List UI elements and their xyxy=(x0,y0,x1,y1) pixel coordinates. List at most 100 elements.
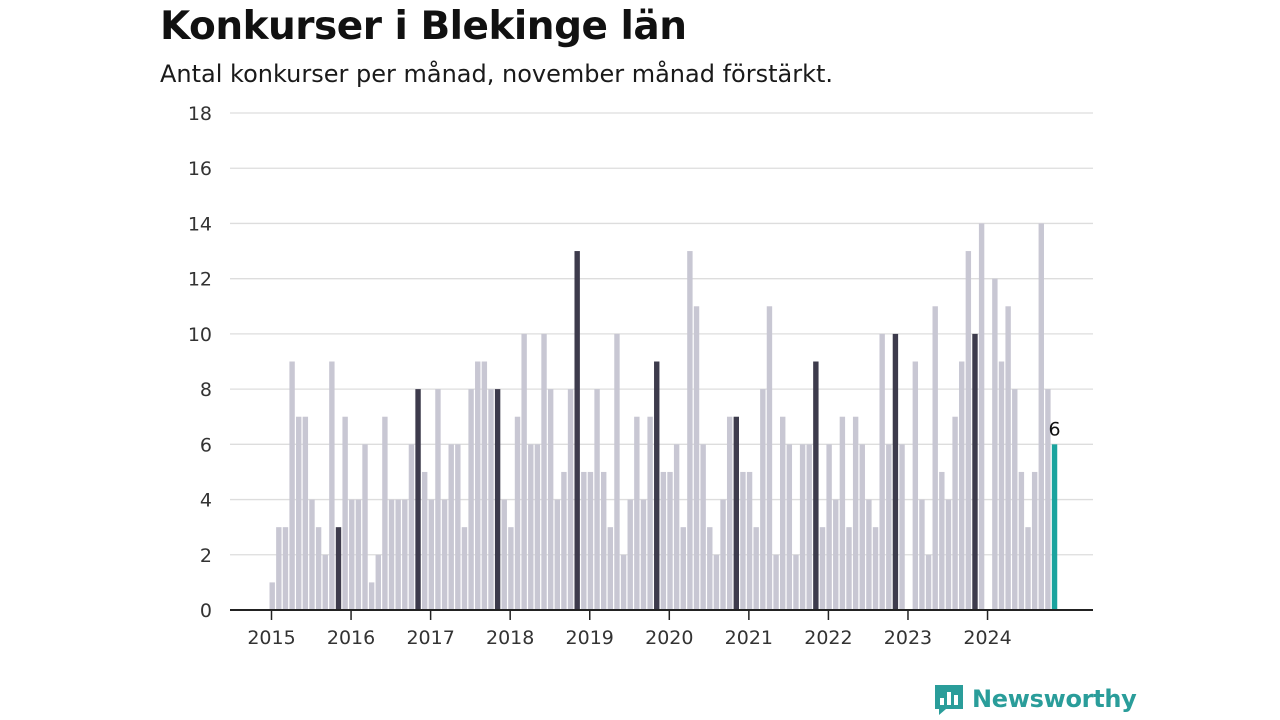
bar xyxy=(673,444,680,610)
bar xyxy=(547,389,554,610)
bar xyxy=(475,361,481,610)
bar xyxy=(939,471,945,610)
bar xyxy=(687,251,693,610)
bar xyxy=(534,444,541,610)
bar xyxy=(514,416,521,610)
bar xyxy=(574,251,580,610)
bar xyxy=(315,527,322,610)
bar xyxy=(773,554,779,610)
bar xyxy=(1005,306,1011,610)
bar xyxy=(601,471,607,610)
bar xyxy=(753,527,759,610)
bar xyxy=(1051,444,1058,610)
bar xyxy=(282,527,289,610)
bar xyxy=(740,471,746,610)
bar xyxy=(872,527,879,610)
x-tick-label-2016: 2016 xyxy=(327,627,375,649)
bar xyxy=(866,499,872,610)
bar xyxy=(368,582,375,610)
x-tick-label-2021: 2021 xyxy=(725,627,773,649)
bar xyxy=(289,361,295,610)
bar xyxy=(349,499,355,610)
bar xyxy=(508,527,514,610)
bar xyxy=(654,361,660,610)
bar xyxy=(998,361,1005,610)
bar xyxy=(528,444,534,610)
bar xyxy=(461,527,468,610)
bar xyxy=(640,499,647,610)
bar xyxy=(720,499,726,610)
y-tick-label-18: 18 xyxy=(188,103,212,125)
bar xyxy=(594,389,600,610)
y-tick-label-2: 2 xyxy=(200,545,212,567)
bar xyxy=(581,471,587,610)
bar xyxy=(441,499,448,610)
bar xyxy=(448,444,454,610)
latest-value-label: 6 xyxy=(1048,418,1060,440)
bar xyxy=(382,416,388,610)
bar xyxy=(945,499,952,610)
bar xyxy=(826,444,832,610)
bar xyxy=(614,333,620,610)
bar xyxy=(899,444,905,610)
bar xyxy=(660,471,667,610)
bar xyxy=(1038,223,1044,610)
bar xyxy=(978,223,985,610)
bar xyxy=(554,499,560,610)
bar xyxy=(388,499,395,610)
bar xyxy=(481,361,488,610)
bar xyxy=(667,471,673,610)
bars xyxy=(269,223,1058,610)
bar xyxy=(819,527,826,610)
bar xyxy=(355,499,362,610)
bar xyxy=(852,416,859,610)
bar xyxy=(322,554,328,610)
bar xyxy=(813,361,819,610)
x-tick-label-2023: 2023 xyxy=(884,627,932,649)
x-tick-label-2015: 2015 xyxy=(247,627,295,649)
y-tick-label-14: 14 xyxy=(188,213,212,235)
bar xyxy=(766,306,773,610)
bar xyxy=(700,444,706,610)
bar xyxy=(455,444,461,610)
bar xyxy=(342,416,348,610)
bar xyxy=(567,389,574,610)
bar xyxy=(1012,389,1018,610)
bar xyxy=(919,499,925,610)
x-tick-label-2017: 2017 xyxy=(406,627,454,649)
bar xyxy=(561,471,567,610)
bar xyxy=(1025,527,1031,610)
x-tick-label-2022: 2022 xyxy=(804,627,852,649)
bar xyxy=(799,444,806,610)
bar xyxy=(846,527,852,610)
bar xyxy=(786,444,793,610)
bar xyxy=(693,306,700,610)
bar xyxy=(1031,471,1038,610)
bar xyxy=(780,416,786,610)
bar xyxy=(627,499,633,610)
bar xyxy=(859,444,865,610)
bar xyxy=(892,333,899,610)
bar xyxy=(1018,471,1025,610)
x-tick-label-2024: 2024 xyxy=(963,627,1011,649)
bar xyxy=(647,416,653,610)
bar xyxy=(302,416,309,610)
bar xyxy=(488,389,494,610)
x-tick-label-2020: 2020 xyxy=(645,627,693,649)
bar xyxy=(713,554,720,610)
y-tick-label-12: 12 xyxy=(188,269,212,291)
bar xyxy=(680,527,686,610)
bar xyxy=(833,499,839,610)
bar xyxy=(415,389,421,610)
bar xyxy=(375,554,381,610)
bar xyxy=(296,416,302,610)
bar xyxy=(760,389,766,610)
bar xyxy=(541,333,547,610)
bar xyxy=(494,389,501,610)
bar xyxy=(309,499,315,610)
bar xyxy=(607,527,614,610)
bar xyxy=(362,444,368,610)
bar xyxy=(793,554,799,610)
x-tick-label-2019: 2019 xyxy=(566,627,614,649)
